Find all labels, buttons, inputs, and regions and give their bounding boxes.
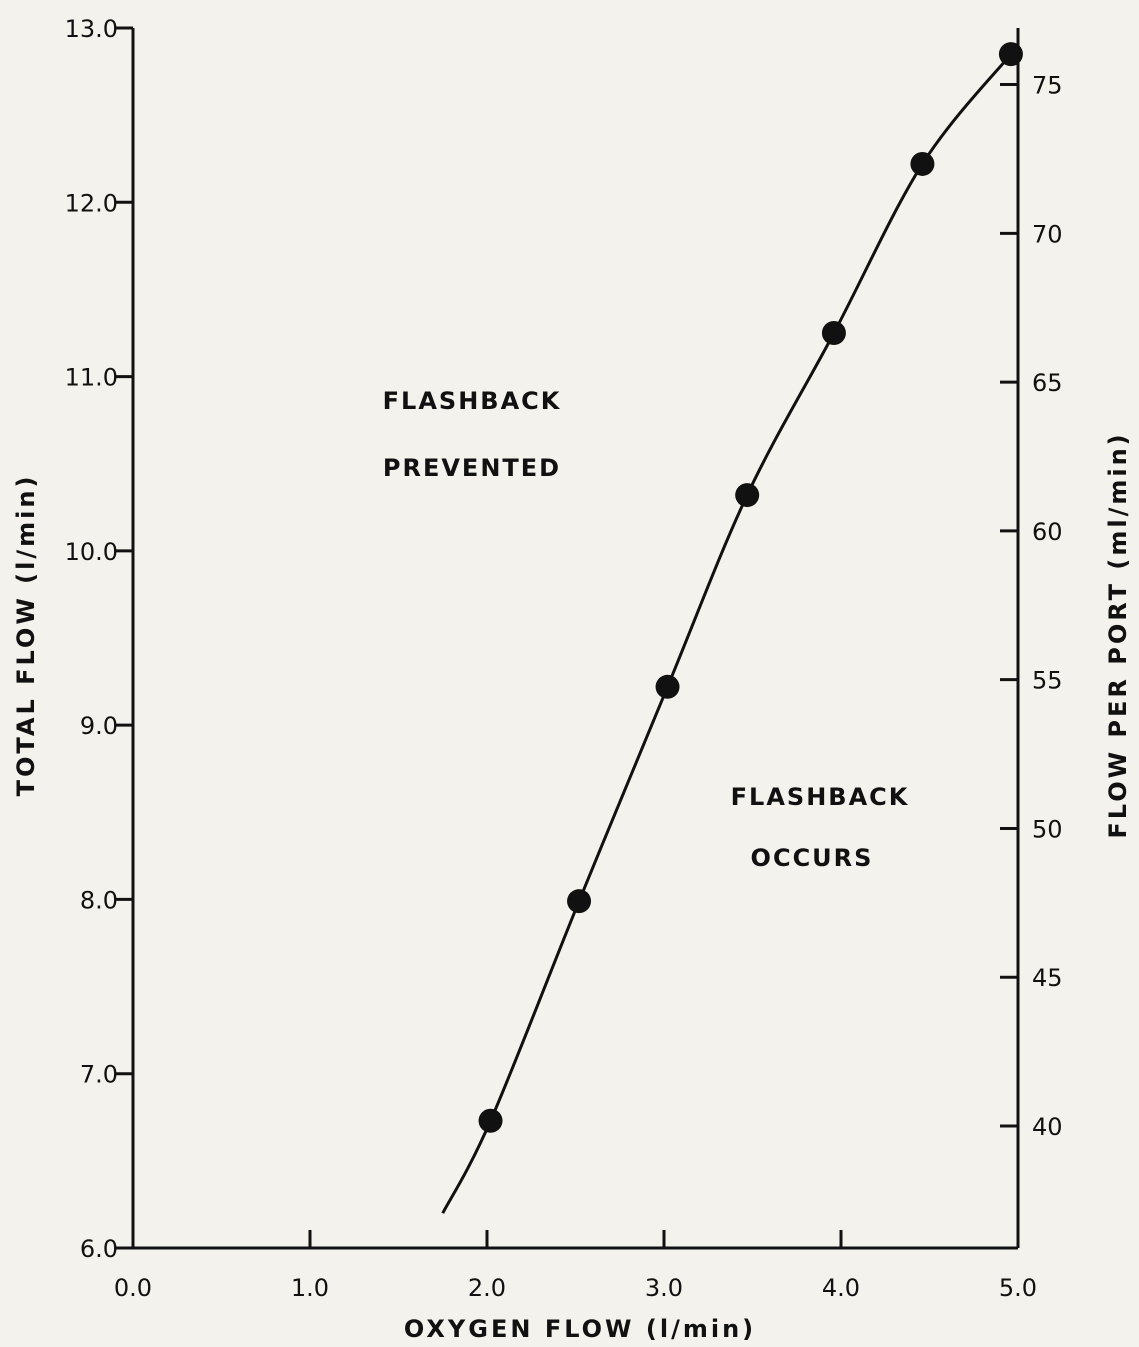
- y-tick-label: 13.0: [65, 15, 118, 43]
- x-tick-label: 1.0: [291, 1274, 329, 1302]
- y-tick-label: 8.0: [80, 886, 118, 914]
- y2-tick-label: 45: [1032, 964, 1063, 992]
- x-tick-label: 0.0: [114, 1274, 152, 1302]
- y-tick-label: 12.0: [65, 189, 118, 217]
- data-point: [567, 889, 592, 914]
- y2-axis-ticks: 40 45 50 55 60 65 70 75: [1000, 72, 1063, 1141]
- data-points: [478, 42, 1023, 1133]
- annotation-flashback-prevented-line2: PREVENTED: [383, 454, 561, 482]
- y-tick-label: 11.0: [65, 364, 118, 392]
- y-axis-ticks: 6.0 7.0 8.0 9.0 10.0 11.0 12.0 13.0: [65, 15, 133, 1263]
- x-tick-label: 5.0: [999, 1274, 1037, 1302]
- data-point: [655, 674, 680, 699]
- y-axis-title: TOTAL FLOW (l/min): [12, 474, 40, 797]
- y-tick-label: 7.0: [80, 1061, 118, 1089]
- y2-tick-label: 60: [1032, 518, 1063, 546]
- y2-tick-label: 75: [1032, 72, 1063, 100]
- fit-curve: [441, 53, 1013, 1214]
- data-point: [910, 151, 935, 176]
- y2-tick-label: 40: [1032, 1113, 1063, 1141]
- x-axis-title: OXYGEN FLOW (l/min): [404, 1315, 756, 1343]
- data-point: [821, 321, 846, 345]
- annotation-flashback-prevented-line1: FLASHBACK: [383, 387, 562, 415]
- x-tick-label: 4.0: [822, 1274, 860, 1302]
- y2-tick-label: 55: [1032, 667, 1063, 695]
- y-tick-label: 9.0: [80, 712, 118, 740]
- annotation-flashback-occurs-line1: FLASHBACK: [731, 783, 910, 811]
- data-point: [735, 483, 760, 508]
- x-tick-label: 3.0: [645, 1274, 683, 1302]
- y2-axis-title: FLOW PER PORT (ml/min): [1104, 431, 1132, 838]
- x-tick-label: 2.0: [468, 1274, 506, 1302]
- annotation-flashback-occurs-line2: OCCURS: [751, 844, 874, 872]
- y2-tick-label: 65: [1032, 369, 1063, 397]
- y2-tick-label: 50: [1032, 815, 1063, 843]
- y-tick-label: 6.0: [80, 1235, 118, 1263]
- data-point: [998, 42, 1023, 67]
- data-point: [478, 1108, 503, 1133]
- y-tick-label: 10.0: [65, 538, 118, 566]
- x-axis-ticks: 0.0 1.0 2.0 3.0 4.0 5.0: [114, 1230, 1037, 1302]
- y2-tick-label: 70: [1032, 220, 1063, 248]
